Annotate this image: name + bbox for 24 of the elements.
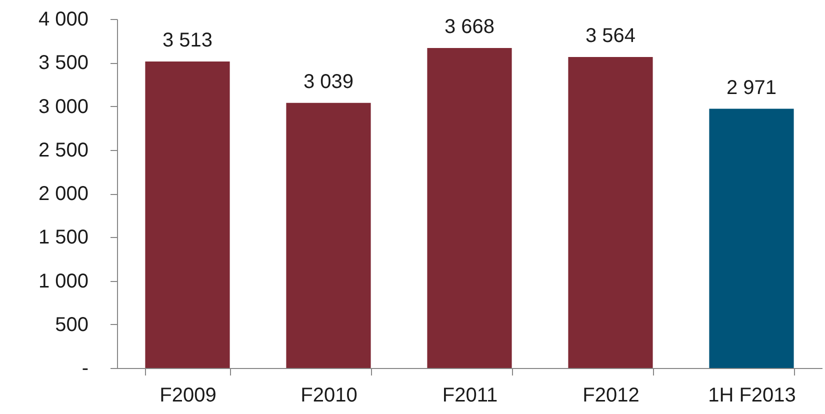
bar <box>145 61 230 368</box>
data-label: 3 668 <box>444 16 495 38</box>
bar <box>709 108 794 368</box>
bar <box>286 102 371 368</box>
data-label: 3 564 <box>585 25 636 48</box>
bar <box>568 57 653 368</box>
x-tick-label: F2009 <box>160 384 216 406</box>
x-tick-label: F2010 <box>300 384 358 406</box>
y-tick-label: 3 500 <box>38 52 88 74</box>
y-tick-label: 4 000 <box>38 8 88 30</box>
y-tick-label: 500 <box>55 314 88 336</box>
y-tick-label: 2 500 <box>38 139 88 162</box>
data-label: 3 039 <box>303 70 354 93</box>
y-tick-label: - <box>82 358 88 380</box>
data-label: 3 513 <box>162 29 213 52</box>
y-tick-label: 1 500 <box>38 226 88 249</box>
bar <box>427 48 512 368</box>
y-tick-label: 1 000 <box>38 270 88 292</box>
y-tick-label: 3 000 <box>38 96 88 118</box>
x-tick-label: F2011 <box>442 384 498 406</box>
x-tick-label: F2012 <box>582 384 640 406</box>
y-tick-label: 2 000 <box>38 183 88 205</box>
x-tick-label: 1H F2013 <box>708 384 796 406</box>
data-label: 2 971 <box>726 76 777 99</box>
